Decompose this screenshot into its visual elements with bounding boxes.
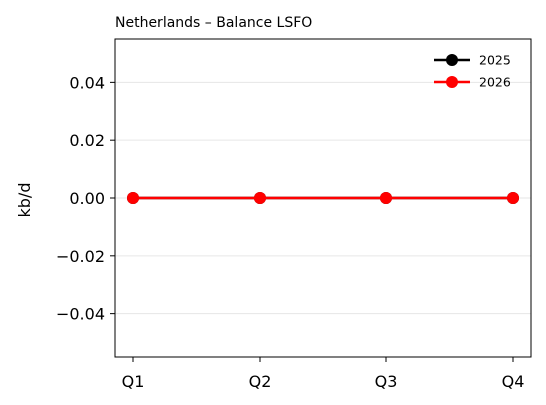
legend-marker-2026 [446,76,458,88]
legend-label-2025: 2025 [479,53,511,68]
legend-label-2026: 2026 [479,75,511,90]
y-tick-label-2: 0.00 [69,189,105,208]
legend: 2025 2026 [434,53,511,90]
series-point-2026-q1 [127,192,139,204]
y-tick-label-0: −0.04 [56,305,105,324]
x-tick-label-q4: Q4 [502,372,525,391]
y-tick-label-1: −0.02 [56,247,105,266]
chart-title: Netherlands – Balance LSFO [115,15,312,31]
x-tick-label-q1: Q1 [122,372,145,391]
axes: −0.04 −0.02 0.00 0.02 0.04 Q1 Q2 Q3 Q4 [56,38,532,391]
x-tick-label-q3: Q3 [375,372,398,391]
series-point-2026-q4 [507,192,519,204]
x-tick-label-q2: Q2 [249,372,272,391]
y-tick-label-3: 0.02 [69,131,105,150]
y-axis-label: kb/d [15,183,34,218]
series-point-2026-q2 [254,192,266,204]
legend-marker-2025 [446,54,458,66]
series-layer [127,192,519,204]
y-tick-label-4: 0.04 [69,73,105,92]
series-point-2026-q3 [380,192,392,204]
